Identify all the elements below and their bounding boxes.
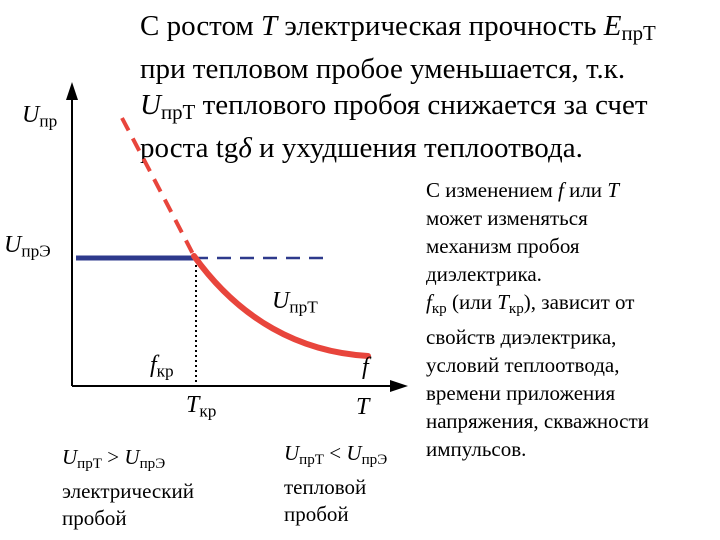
side-note-line-5: fкр (или Tкр), зависит от [426, 290, 635, 317]
u-pre-label: UпрЭ [4, 232, 51, 261]
side-note-line-1: С изменением f или T [426, 178, 619, 202]
heading-text: С ростом T электрическая прочность EпрТ … [140, 8, 715, 166]
electric-breakdown-caption: UпрТ > UпрЭ электрический пробой [62, 444, 194, 532]
x-axis-arrow [390, 380, 408, 392]
electric-caption-line-2: электрический [62, 478, 194, 503]
thermal-breakdown-dashed-curve [120, 117, 196, 257]
axis-f-label: f [362, 354, 369, 380]
thermal-caption-line-3: пробой [284, 501, 349, 526]
side-note: С изменением f или T может изменяться ме… [426, 176, 711, 463]
thermal-breakdown-curve [191, 253, 371, 359]
thermal-caption-line-2: тепловой [284, 474, 367, 499]
side-note-line-7: условий теплоотвода, [426, 352, 620, 377]
heading-line-3: UпрТ теплового пробоя снижается за счет [140, 89, 648, 125]
u-prt-label: UпрТ [272, 288, 318, 317]
heading-line-4: роста tgδ и ухудшения теплоотвода. [140, 132, 583, 165]
thermal-breakdown-caption: UпрТ < UпрЭ тепловой пробой [284, 440, 387, 528]
heading-line-2: при тепловом пробое уменьшается, т.к. [140, 53, 626, 86]
electric-caption-line-3: пробой [62, 505, 127, 530]
thermal-condition: UпрТ < UпрЭ [284, 441, 388, 468]
side-note-line-10: импульсов. [426, 436, 527, 461]
side-note-line-8: времени приложения [426, 380, 616, 405]
u-pr-label: Uпр [22, 102, 58, 131]
electric-condition: UпрТ > UпрЭ [62, 445, 166, 472]
side-note-line-6: свойств диэлектрика, [426, 324, 617, 349]
t-critical-label: Tкр [186, 392, 217, 421]
side-note-line-3: механизм пробоя [426, 234, 580, 258]
side-note-line-4: диэлектрика. [426, 262, 542, 286]
side-note-line-9: напряжения, скважности [426, 408, 649, 433]
heading-line-1: С ростом T электрическая прочность EпрТ [140, 10, 656, 46]
f-critical-label: fкр [150, 352, 174, 381]
axis-t-label: T [356, 394, 370, 420]
y-axis-arrow [66, 82, 78, 100]
side-note-line-2: может изменяться [426, 206, 588, 230]
